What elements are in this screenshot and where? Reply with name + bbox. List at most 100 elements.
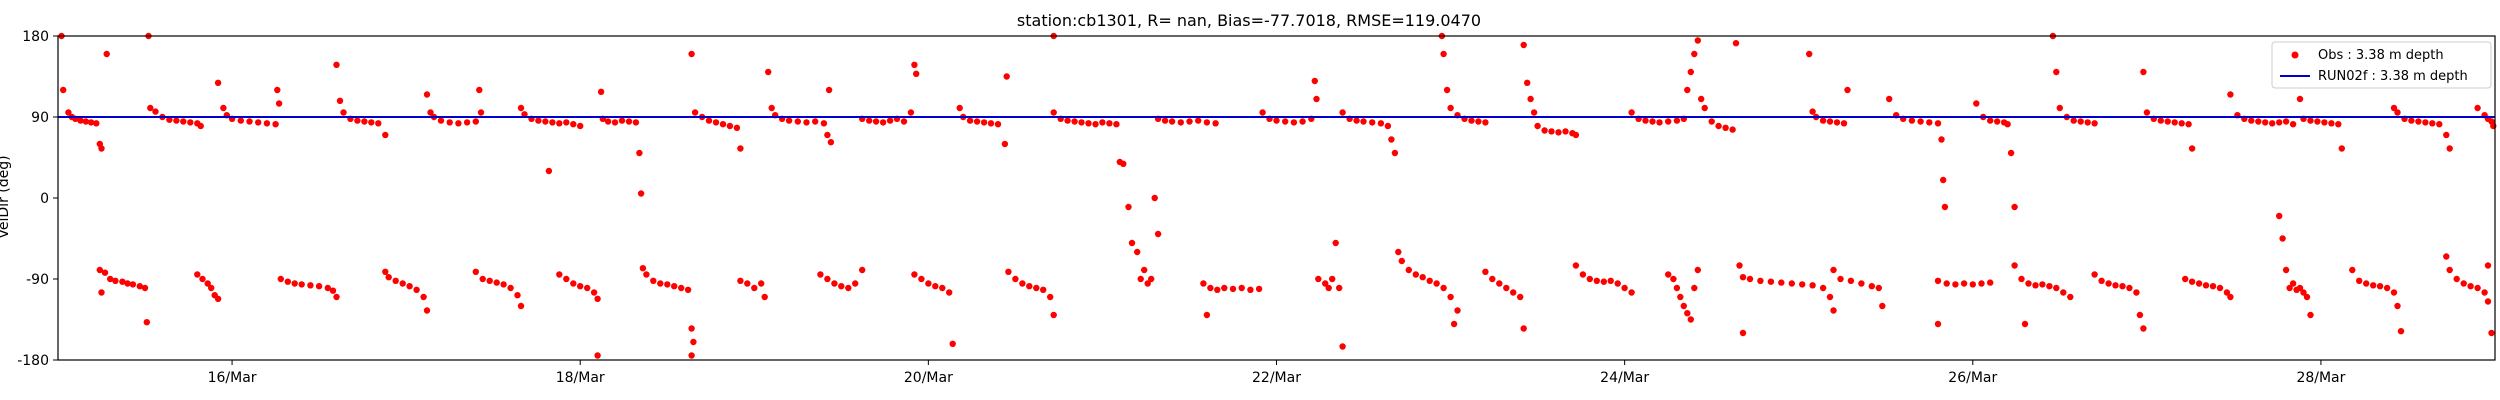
obs-point <box>1238 284 1245 292</box>
obs-point <box>1757 277 1764 284</box>
obs-point <box>2021 320 2029 328</box>
obs-point <box>556 120 563 127</box>
obs-point <box>812 118 819 125</box>
obs-point <box>152 108 159 115</box>
obs-point <box>446 119 453 126</box>
obs-point <box>1148 275 1155 283</box>
obs-point <box>932 283 939 290</box>
obs-point <box>1520 325 1527 332</box>
obs-point <box>375 120 382 127</box>
obs-point <box>1778 279 1785 286</box>
obs-point <box>2060 289 2067 296</box>
obs-point <box>1282 118 1289 125</box>
x-axis: 16/Mar 18/Mar 20/Mar 22/Mar 24/Mar 26/Mar 28/M… <box>208 360 2346 386</box>
obs-point <box>1729 126 1736 133</box>
obs-point <box>2077 118 2084 125</box>
obs-point <box>1739 329 1747 337</box>
obs-point <box>987 120 995 127</box>
obs-point <box>2011 203 2018 211</box>
obs-point <box>785 117 793 124</box>
obs-point <box>1819 117 1827 124</box>
obs-point <box>570 280 577 287</box>
obs-point <box>2011 262 2018 269</box>
obs-point <box>493 279 500 286</box>
obs-point <box>1019 280 1026 287</box>
obs-point <box>1978 280 1985 287</box>
obs-point <box>1541 127 1548 134</box>
obs-point <box>1447 104 1454 112</box>
obs-point <box>119 278 126 285</box>
obs-point <box>688 325 695 332</box>
obs-point <box>1482 119 1489 126</box>
obs-point <box>1684 310 1691 317</box>
obs-point <box>274 86 281 94</box>
obs-point <box>657 280 664 287</box>
obs-point <box>1840 120 1848 127</box>
obs-point <box>761 293 768 301</box>
obs-point <box>684 286 692 293</box>
x-tick-label: 16/Mar <box>208 370 257 386</box>
obs-point <box>1144 280 1151 287</box>
obs-point <box>2429 120 2436 127</box>
obs-point <box>2307 311 2314 319</box>
obs-point <box>1670 275 1677 283</box>
obs-point <box>2446 266 2453 274</box>
obs-point <box>166 116 173 123</box>
obs-point <box>1050 311 1057 319</box>
obs-point <box>1329 275 1336 283</box>
obs-point <box>479 275 486 283</box>
obs-point <box>420 293 427 301</box>
obs-point <box>2390 104 2398 112</box>
obs-point <box>1113 121 1120 128</box>
obs-point <box>949 340 956 347</box>
obs-point <box>637 190 645 197</box>
obs-point <box>1336 284 1343 292</box>
obs-point <box>2039 281 2046 288</box>
obs-point <box>2453 275 2460 283</box>
obs-point <box>1128 239 1136 247</box>
obs-point <box>1137 275 1144 283</box>
obs-point <box>1339 109 1346 116</box>
obs-point <box>336 97 344 105</box>
obs-point <box>1941 203 1949 211</box>
chart-title: station:cb1301, R= nan, Bias=-77.7018, R… <box>1017 11 1481 30</box>
legend-obs-marker <box>2291 51 2299 59</box>
obs-point <box>2481 289 2488 296</box>
obs-point <box>900 118 908 125</box>
obs-point <box>1917 118 1924 125</box>
obs-point <box>1767 278 1775 285</box>
obs-point <box>1830 307 1837 314</box>
obs-point <box>1433 280 1440 287</box>
obs-point <box>2443 253 2450 260</box>
obs-point <box>208 284 215 292</box>
obs-point <box>690 338 697 346</box>
obs-point <box>1806 50 1813 58</box>
x-tick-label: 18/Mar <box>556 370 605 386</box>
x-tick-label: 22/Mar <box>1252 370 1301 386</box>
obs-point <box>1419 274 1426 281</box>
obs-point <box>719 121 727 128</box>
legend-obs-label: Obs : 3.38 m depth <box>2318 48 2444 63</box>
obs-point <box>1736 262 1743 269</box>
obs-point <box>2136 311 2144 319</box>
obs-point <box>1858 280 1865 287</box>
obs-point <box>1994 118 2001 125</box>
obs-point <box>1799 281 1806 288</box>
obs-point <box>1698 95 1705 103</box>
obs-point <box>1313 95 1320 103</box>
obs-point <box>618 117 626 124</box>
obs-point <box>284 278 291 285</box>
obs-point <box>2046 283 2053 290</box>
obs-point <box>1614 280 1621 287</box>
obs-point <box>859 266 866 274</box>
obs-point <box>1353 117 1360 124</box>
obs-point <box>2053 284 2060 292</box>
obs-point <box>1830 266 1837 274</box>
obs-point <box>712 119 720 126</box>
obs-point <box>1628 289 1635 296</box>
obs-point <box>866 117 873 124</box>
obs-point <box>1642 117 1649 124</box>
obs-point <box>2188 145 2196 152</box>
obs-point <box>831 280 838 287</box>
obs-point <box>1579 271 1587 278</box>
